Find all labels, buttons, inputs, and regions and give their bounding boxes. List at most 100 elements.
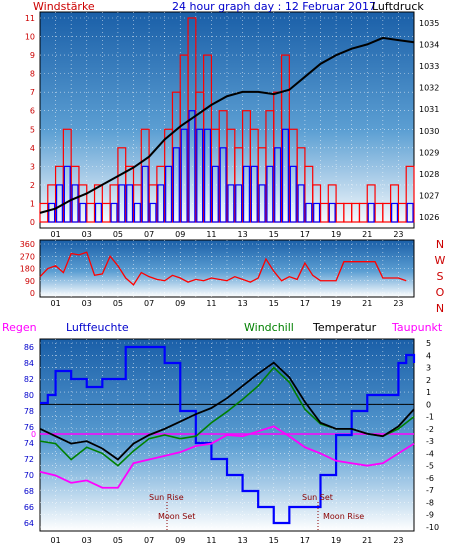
direction-tick-label: 180 <box>20 265 35 274</box>
wind-gust-bar <box>227 184 235 223</box>
pressure-tick-label: 1030 <box>419 127 439 136</box>
wind-direction-line <box>39 251 407 286</box>
wind-gust-bar <box>94 202 102 223</box>
wind-gust-bar <box>141 165 149 223</box>
wind-gust-bar <box>55 184 63 223</box>
wind-gust-bar <box>110 202 118 223</box>
sun-set-label: Sun Set <box>302 493 333 502</box>
wind-gust-bar <box>266 165 274 223</box>
wind-gust-bar <box>63 165 71 223</box>
pressure-tick-label: 1031 <box>419 105 439 114</box>
wind-gust-bar <box>258 184 266 223</box>
x-tick-label: 05 <box>113 536 123 545</box>
humidity-tick-label: 80 <box>24 391 34 400</box>
pressure-tick-label: 1026 <box>419 213 439 222</box>
x-tick-label: 15 <box>269 536 279 545</box>
wind-tick-label: 7 <box>30 88 35 97</box>
x-tick-label: 01 <box>50 230 60 239</box>
x-tick-label: 05 <box>113 299 123 308</box>
pressure-tick-label: 1033 <box>419 62 439 71</box>
humidity-tick-label: 78 <box>24 407 34 416</box>
x-tick-label: 07 <box>144 230 154 239</box>
temp-tick-label: 1 <box>426 388 431 397</box>
legend-regen: Regen <box>2 321 37 334</box>
pressure-tick-label: 1028 <box>419 170 439 179</box>
wind-gust-bar <box>48 202 56 223</box>
pressure-line <box>39 36 415 214</box>
x-tick-label: 17 <box>300 230 310 239</box>
temp-tick-label: -4 <box>426 449 434 458</box>
humidity-tick-label: 74 <box>24 439 34 448</box>
x-tick-label: 07 <box>144 536 154 545</box>
x-tick-label: 19 <box>331 299 341 308</box>
pressure-tick-label: 1035 <box>419 19 439 28</box>
pressure-tick-label: 1034 <box>419 40 439 49</box>
humidity-tick-label: 68 <box>24 487 34 496</box>
humidity-tick-label: 72 <box>24 455 34 464</box>
direction-tick-label: 360 <box>20 240 35 249</box>
legend-windchill: Windchill <box>244 321 294 334</box>
wind-tick-label: 11 <box>25 14 35 23</box>
temp-tick-label: -3 <box>426 437 434 446</box>
wind-gust-bar <box>204 128 212 223</box>
temp-tick-label: -5 <box>426 462 434 471</box>
dewpoint-line <box>39 425 415 489</box>
wind-tick-label: 4 <box>30 144 35 153</box>
wind-gust-bar <box>196 128 204 223</box>
wind-tick-label: 9 <box>30 51 35 60</box>
wind-gust-bar <box>71 184 79 223</box>
wind-gust-bar <box>305 202 313 223</box>
x-tick-label: 23 <box>393 299 403 308</box>
x-tick-label: 09 <box>175 536 185 545</box>
compass-label: N <box>436 238 444 251</box>
x-tick-label: 05 <box>113 230 123 239</box>
wind-gust-bar <box>79 202 87 223</box>
wind-gust-bar <box>180 128 188 223</box>
x-tick-label: 19 <box>331 536 341 545</box>
x-tick-label: 11 <box>206 536 216 545</box>
x-tick-label: 19 <box>331 230 341 239</box>
wind-tick-label: 6 <box>30 107 35 116</box>
wind-gust-bar <box>126 184 134 223</box>
temp-tick-label: -8 <box>426 498 434 507</box>
wind-gust-bar <box>165 165 173 223</box>
x-tick-label: 21 <box>362 230 372 239</box>
wind-gust-bar <box>274 147 282 223</box>
sun-rise-label: Sun Rise <box>149 493 184 502</box>
compass-label: N <box>436 302 444 315</box>
compass-label: W <box>435 254 446 267</box>
chart-title: 24 hour graph day : 12 Februar 2017 <box>172 0 376 13</box>
x-tick-label: 01 <box>50 299 60 308</box>
direction-tick-label: 270 <box>20 252 35 261</box>
humidity-tick-label: 70 <box>24 471 34 480</box>
rain-zero-label: 0 <box>31 430 36 439</box>
temp-tick-label: -2 <box>426 425 434 434</box>
temp-tick-label: 5 <box>426 339 431 348</box>
wind-gust-bar <box>328 202 336 223</box>
wind-tick-label: 0 <box>30 218 35 227</box>
moon-rise-label: Moon Rise <box>323 512 364 521</box>
pressure-tick-label: 1027 <box>419 192 439 201</box>
direction-tick-label: 0 <box>30 289 35 298</box>
wind-gust-bar <box>211 165 219 223</box>
wind-tick-label: 2 <box>30 181 35 190</box>
x-tick-label: 11 <box>206 230 216 239</box>
pressure-tick-label: 1032 <box>419 84 439 93</box>
humidity-tick-label: 86 <box>24 343 34 352</box>
legend-luftfeuchte: Luftfeuchte <box>66 321 129 334</box>
humidity-tick-label: 64 <box>24 519 34 528</box>
wind-gust-bar <box>133 202 141 223</box>
temp-tick-label: 0 <box>426 400 431 409</box>
x-tick-label: 11 <box>206 299 216 308</box>
wind-gust-bar <box>235 184 243 223</box>
wind-gust-bar <box>242 165 250 223</box>
wind-tick-label: 5 <box>30 125 35 134</box>
wind-gust-bar <box>313 202 321 223</box>
temp-tick-label: -6 <box>426 474 434 483</box>
humidity-tick-label: 66 <box>24 503 34 512</box>
x-tick-label: 09 <box>175 299 185 308</box>
temperature-line <box>39 361 415 461</box>
humidity-tick-label: 82 <box>24 375 34 384</box>
